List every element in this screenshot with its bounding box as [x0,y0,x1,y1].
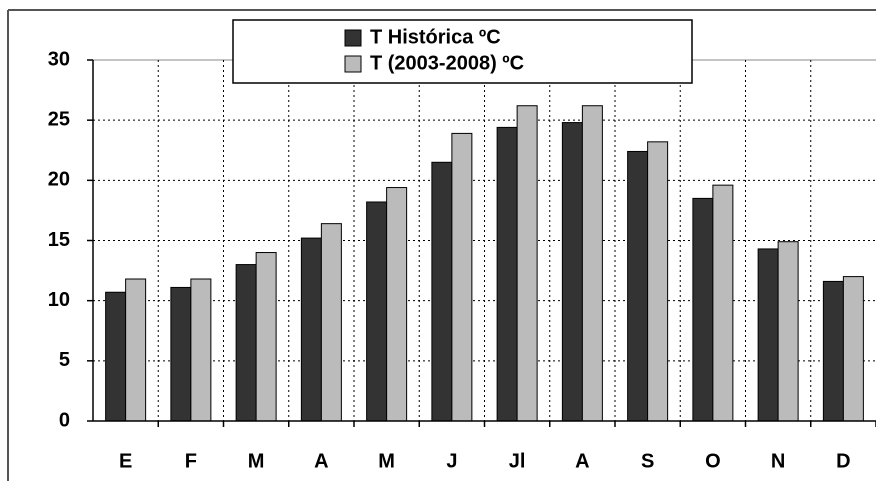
x-tick-label: A [575,450,589,472]
y-tick-label: 15 [48,229,70,251]
y-tick-label: 30 [48,48,70,70]
x-tick-label: Jl [509,450,526,472]
x-tick-label: A [314,450,328,472]
y-tick-label: 5 [59,349,70,371]
bar [581,105,603,422]
legend-swatch [344,29,362,47]
x-tick-label: N [771,450,785,472]
bar [125,278,147,422]
bar [190,278,212,422]
grid [93,59,876,422]
x-tick-label: O [705,450,721,472]
bar [235,264,257,422]
legend-label: T (2003-2008) ºC [370,52,524,74]
bar [170,286,192,422]
bar [386,187,408,422]
bar [647,141,669,422]
bar [431,161,453,422]
bar [516,105,538,422]
legend-label: T Histórica ºC [370,26,501,48]
y-tick-label: 10 [48,289,70,311]
x-tick-label: D [836,450,850,472]
bar [496,126,518,422]
x-tick-label: S [641,450,654,472]
axes: 0 5 10 15 20 25 30 E F M A M J Jl A S O N D [48,48,876,472]
x-tick-label: F [185,450,197,472]
bar [712,184,734,422]
bar [105,291,127,422]
bar [692,197,714,422]
y-tick-label: 25 [48,108,70,130]
bar [757,248,779,422]
bar [451,132,473,422]
bar [627,150,649,422]
bar [300,237,322,422]
legend: T Histórica ºC T (2003-2008) ºC [232,19,693,84]
y-tick-label: 0 [59,409,70,431]
bar [320,223,342,422]
bar [561,122,583,422]
x-tick-label: M [248,450,265,472]
legend-swatch [344,55,362,73]
bar [255,252,277,422]
x-tick-label: E [119,450,132,472]
bar [366,201,388,422]
bar [822,280,844,422]
y-tick-label: 20 [48,169,70,191]
x-tick-label: M [378,450,395,472]
bar [777,241,799,422]
x-tick-label: J [446,450,457,472]
legend-box [232,19,693,84]
bar [842,276,864,422]
bars [105,105,864,422]
